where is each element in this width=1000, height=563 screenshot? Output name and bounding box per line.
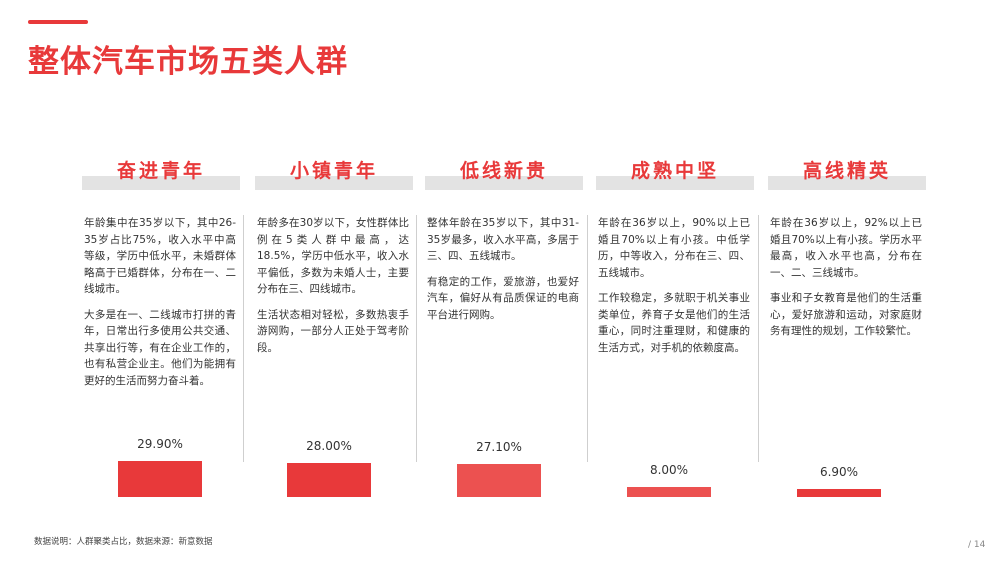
- segment-desc-paragraph: 有稳定的工作，爱旅游，也爱好汽车，偏好从有品质保证的电商平台进行网购。: [427, 275, 579, 321]
- segment-header: 奋进青年: [82, 150, 240, 192]
- segment-header: 低线新贵: [425, 150, 583, 192]
- bar-value-label: 27.10%: [476, 440, 522, 454]
- segment-desc-paragraph: 年龄在36岁以上，90%以上已婚且70%以上有小孩。中低学历，中等收入，分布在三…: [598, 217, 750, 279]
- segment-desc-paragraph: 生活状态相对轻松，多数热衷手游网购，一部分人正处于驾考阶段。: [257, 308, 409, 354]
- bar-value-label: 29.90%: [137, 437, 183, 451]
- segment-column-5: 高线精英 年龄在36岁以上，92%以上已婚且70%以上有小孩。学历水平最高，收入…: [768, 150, 926, 505]
- segment-header-band: [82, 176, 240, 190]
- segment-desc-paragraph: 年龄集中在35岁以下，其中26-35岁占比75%，收入水平中高等级，学历中低水平…: [84, 217, 236, 295]
- segment-column-1: 奋进青年 年龄集中在35岁以下，其中26-35岁占比75%，收入水平中高等级，学…: [82, 150, 240, 505]
- segment-header-band: [596, 176, 754, 190]
- bar: [457, 464, 541, 497]
- segment-header: 成熟中坚: [596, 150, 754, 192]
- segment-column-4: 成熟中坚 年龄在36岁以上，90%以上已婚且70%以上有小孩。中低学历，中等收入…: [596, 150, 754, 505]
- segment-header-band: [768, 176, 926, 190]
- segment-description: 年龄集中在35岁以下，其中26-35岁占比75%，收入水平中高等级，学历中低水平…: [84, 215, 236, 398]
- segment-desc-paragraph: 年龄在36岁以上，92%以上已婚且70%以上有小孩。学历水平最高，收入水平也高，…: [770, 217, 922, 279]
- bar-value-label: 28.00%: [306, 439, 352, 453]
- column-divider: [416, 215, 417, 462]
- segment-name: 高线精英: [802, 160, 891, 182]
- segment-header-band: [255, 176, 413, 190]
- column-divider: [758, 215, 759, 462]
- segment-description: 年龄多在30岁以下，女性群体比例在5类人群中最高，达18.5%，学历中低水平，收…: [257, 215, 409, 365]
- footnote: 数据说明：人群聚类占比，数据来源：新意数据: [34, 537, 213, 547]
- segment-name: 成熟中坚: [630, 160, 719, 182]
- segment-desc-paragraph: 大多是在一、二线城市打拼的青年，日常出行多使用公共交通、共享出行等，有在企业工作…: [84, 308, 236, 387]
- segment-desc-paragraph: 年龄多在30岁以下，女性群体比例在5类人群中最高，达18.5%，学历中低水平，收…: [257, 217, 409, 295]
- segment-column-3: 低线新贵 整体年龄在35岁以下，其中31-35岁最多，收入水平高，多居于三、四、…: [425, 150, 583, 505]
- column-divider: [243, 215, 244, 462]
- page-number: / 14: [968, 540, 986, 550]
- segment-desc-paragraph: 工作较稳定，多就职于机关事业类单位，养育子女是他们的生活重心，同时注重理财，和健…: [598, 292, 750, 354]
- bar-value-label: 6.90%: [819, 465, 859, 479]
- bar-value-label: 8.00%: [649, 463, 689, 477]
- title-accent-line: [28, 20, 88, 24]
- segment-header-band: [425, 176, 583, 190]
- segment-description: 年龄在36岁以上，92%以上已婚且70%以上有小孩。学历水平最高，收入水平也高，…: [770, 215, 922, 349]
- segment-column-2: 小镇青年 年龄多在30岁以下，女性群体比例在5类人群中最高，达18.5%，学历中…: [255, 150, 413, 505]
- segment-desc-paragraph: 整体年龄在35岁以下，其中31-35岁最多，收入水平高，多居于三、四、五线城市。: [427, 217, 579, 262]
- segment-description: 整体年龄在35岁以下，其中31-35岁最多，收入水平高，多居于三、四、五线城市。…: [427, 215, 579, 332]
- column-divider: [587, 215, 588, 462]
- segment-desc-paragraph: 事业和子女教育是他们的生活重心，爱好旅游和运动，对家庭财务有理性的规划，工作较繁…: [770, 292, 922, 337]
- bar: [287, 463, 371, 497]
- bar: [118, 461, 202, 497]
- segment-header: 高线精英: [768, 150, 926, 192]
- bar: [797, 489, 881, 497]
- segment-name: 奋进青年: [116, 160, 205, 182]
- segment-description: 年龄在36岁以上，90%以上已婚且70%以上有小孩。中低学历，中等收入，分布在三…: [598, 215, 750, 365]
- segment-name: 小镇青年: [289, 160, 378, 182]
- bar: [627, 487, 711, 497]
- segment-header: 小镇青年: [255, 150, 413, 192]
- segment-name: 低线新贵: [459, 160, 548, 182]
- page-title: 整体汽车市场五类人群: [28, 44, 348, 80]
